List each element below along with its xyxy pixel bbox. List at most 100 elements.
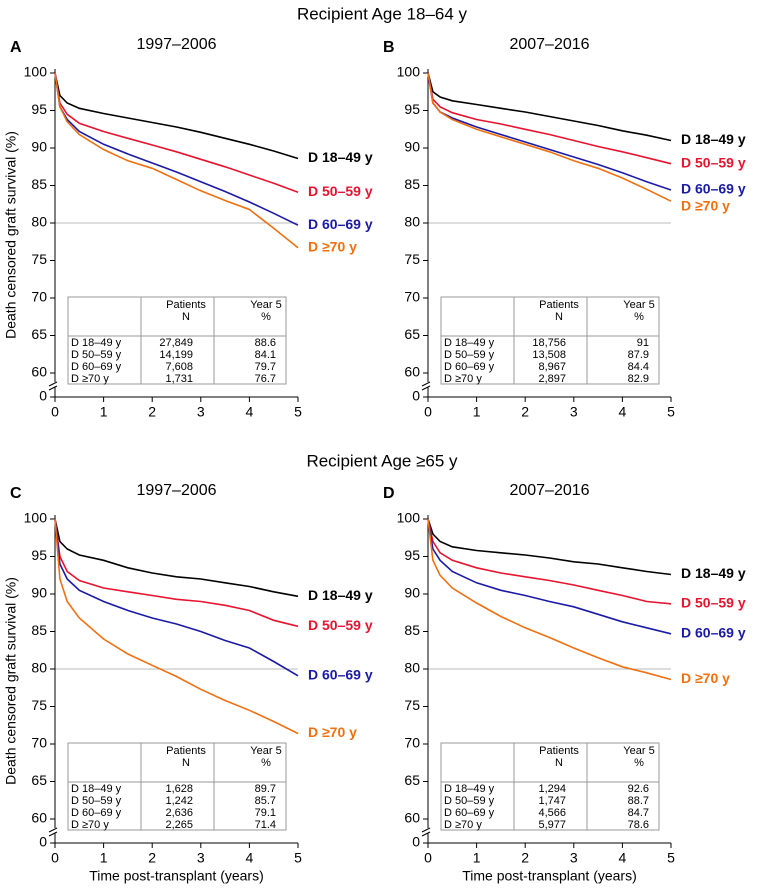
x-tick-label: 0 (51, 404, 59, 420)
y-tick-label: 95 (404, 547, 420, 563)
table-cell: 89.7 (255, 783, 276, 795)
y-tick-label: 75 (404, 251, 420, 267)
table-cell: 27,849 (159, 337, 193, 349)
x-tick-label: 5 (294, 404, 302, 420)
x-tick-label: 5 (294, 850, 302, 866)
x-tick-label: 0 (424, 850, 432, 866)
table-row-label: D 18–49 y (444, 337, 495, 349)
table-cell: 13,508 (532, 349, 566, 361)
x-tick-label: 2 (148, 850, 156, 866)
table-cell: 88.7 (628, 795, 649, 807)
y-tick-label: 80 (31, 214, 47, 230)
survival-curve (427, 518, 672, 635)
survival-curve (54, 518, 299, 628)
x-tick-label: 0 (424, 404, 432, 420)
table-cell: 87.9 (628, 349, 649, 361)
table-cell: 2,265 (165, 819, 193, 831)
x-tick-label: 1 (100, 404, 108, 420)
x-tick-label: 2 (521, 404, 529, 420)
series-label: D 50–59 y (308, 183, 373, 199)
panel-title: 2007–2016 (509, 482, 589, 499)
table-row-label: D 18–49 y (71, 783, 122, 795)
table-cell: 79.7 (255, 361, 276, 373)
y-tick-label: 60 (31, 810, 47, 826)
table-cell: 1,242 (165, 795, 193, 807)
axis-break (421, 381, 431, 387)
x-axis-label: Time post-transplant (years) (462, 868, 637, 884)
table-row-label: D 50–59 y (444, 349, 495, 361)
axis-break (421, 385, 431, 391)
survival-curve (427, 518, 672, 681)
panel-letter: B (383, 39, 395, 56)
y-tick-label: 65 (404, 772, 420, 788)
table-row-label: D 60–69 y (71, 807, 122, 819)
x-tick-label: 4 (246, 850, 254, 866)
series-label: D 60–69 y (681, 181, 746, 197)
x-tick-label: 4 (246, 404, 254, 420)
x-tick-label: 5 (667, 404, 675, 420)
table-header: Patients (539, 299, 579, 311)
y-tick-label: 100 (24, 64, 48, 80)
x-tick-label: 2 (148, 404, 156, 420)
table-box (67, 296, 287, 385)
table-cell: 84.4 (628, 361, 649, 373)
x-axis-label: Time post-transplant (years) (89, 868, 264, 884)
y-tick-label: 60 (404, 364, 420, 380)
table-row-label: D 18–49 y (71, 337, 122, 349)
table-box (440, 742, 660, 831)
axis-break (48, 827, 58, 833)
y-tick-label: 65 (31, 326, 47, 342)
y-tick-label: 80 (404, 214, 420, 230)
y-tick-label: 85 (31, 176, 47, 192)
y-tick-label: 60 (404, 810, 420, 826)
y-tick-label: 90 (31, 139, 47, 155)
survival-curve (54, 72, 299, 194)
table-cell: 78.6 (628, 819, 649, 831)
y-tick-label: 60 (31, 364, 47, 380)
y-tick-label: 70 (404, 289, 420, 305)
survival-curve (427, 72, 672, 142)
panel-letter: C (10, 485, 22, 502)
table-header: Year 5 (623, 299, 654, 311)
table-cell: 91 (637, 337, 649, 349)
x-tick-label: 5 (667, 850, 675, 866)
y-tick-label: 0 (412, 834, 420, 850)
table-row-label: D ≥70 y (71, 373, 109, 385)
axis-break (421, 827, 431, 833)
table-cell: 88.6 (255, 337, 276, 349)
table-header: Year 5 (623, 745, 654, 757)
table-header: Year 5 (250, 745, 281, 757)
panel-letter: A (10, 39, 22, 56)
x-tick-label: 1 (473, 404, 481, 420)
y-tick-label: 0 (412, 388, 420, 404)
table-row-label: D ≥70 y (444, 819, 482, 831)
table-cell: 8,967 (538, 361, 566, 373)
y-tick-label: 75 (31, 697, 47, 713)
y-tick-label: 75 (31, 251, 47, 267)
table-row-label: D ≥70 y (444, 373, 482, 385)
y-tick-label: 90 (404, 139, 420, 155)
survival-curve (54, 72, 299, 160)
series-label: D 18–49 y (681, 131, 746, 147)
table-row-label: D 60–69 y (444, 361, 495, 373)
table-cell: 71.4 (255, 819, 276, 831)
table-header: % (634, 757, 644, 769)
table-box (67, 742, 287, 831)
y-tick-label: 75 (404, 697, 420, 713)
survival-curve (54, 518, 299, 735)
survival-curve (427, 72, 672, 202)
table-header: % (261, 311, 271, 323)
y-tick-label: 95 (31, 101, 47, 117)
table-cell: 1,731 (165, 373, 193, 385)
series-label: D ≥70 y (308, 724, 357, 740)
table-box (440, 296, 660, 385)
table-cell: 14,199 (159, 349, 193, 361)
x-tick-label: 0 (51, 850, 59, 866)
panel-letter: D (383, 485, 395, 502)
table-row-label: D 50–59 y (444, 795, 495, 807)
table-cell: 79.1 (255, 807, 276, 819)
y-tick-label: 95 (31, 547, 47, 563)
table-cell: 2,636 (165, 807, 193, 819)
series-label: D 60–69 y (308, 666, 373, 682)
